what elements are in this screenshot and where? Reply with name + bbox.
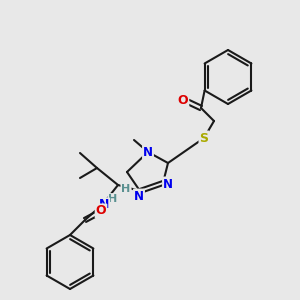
Text: N: N (143, 146, 153, 158)
Text: S: S (200, 131, 208, 145)
Text: O: O (96, 205, 106, 218)
Text: H: H (122, 184, 130, 194)
Text: N: N (99, 199, 109, 212)
Text: H: H (108, 194, 118, 204)
Text: O: O (178, 94, 188, 106)
Text: N: N (163, 178, 173, 190)
Text: N: N (134, 190, 144, 202)
